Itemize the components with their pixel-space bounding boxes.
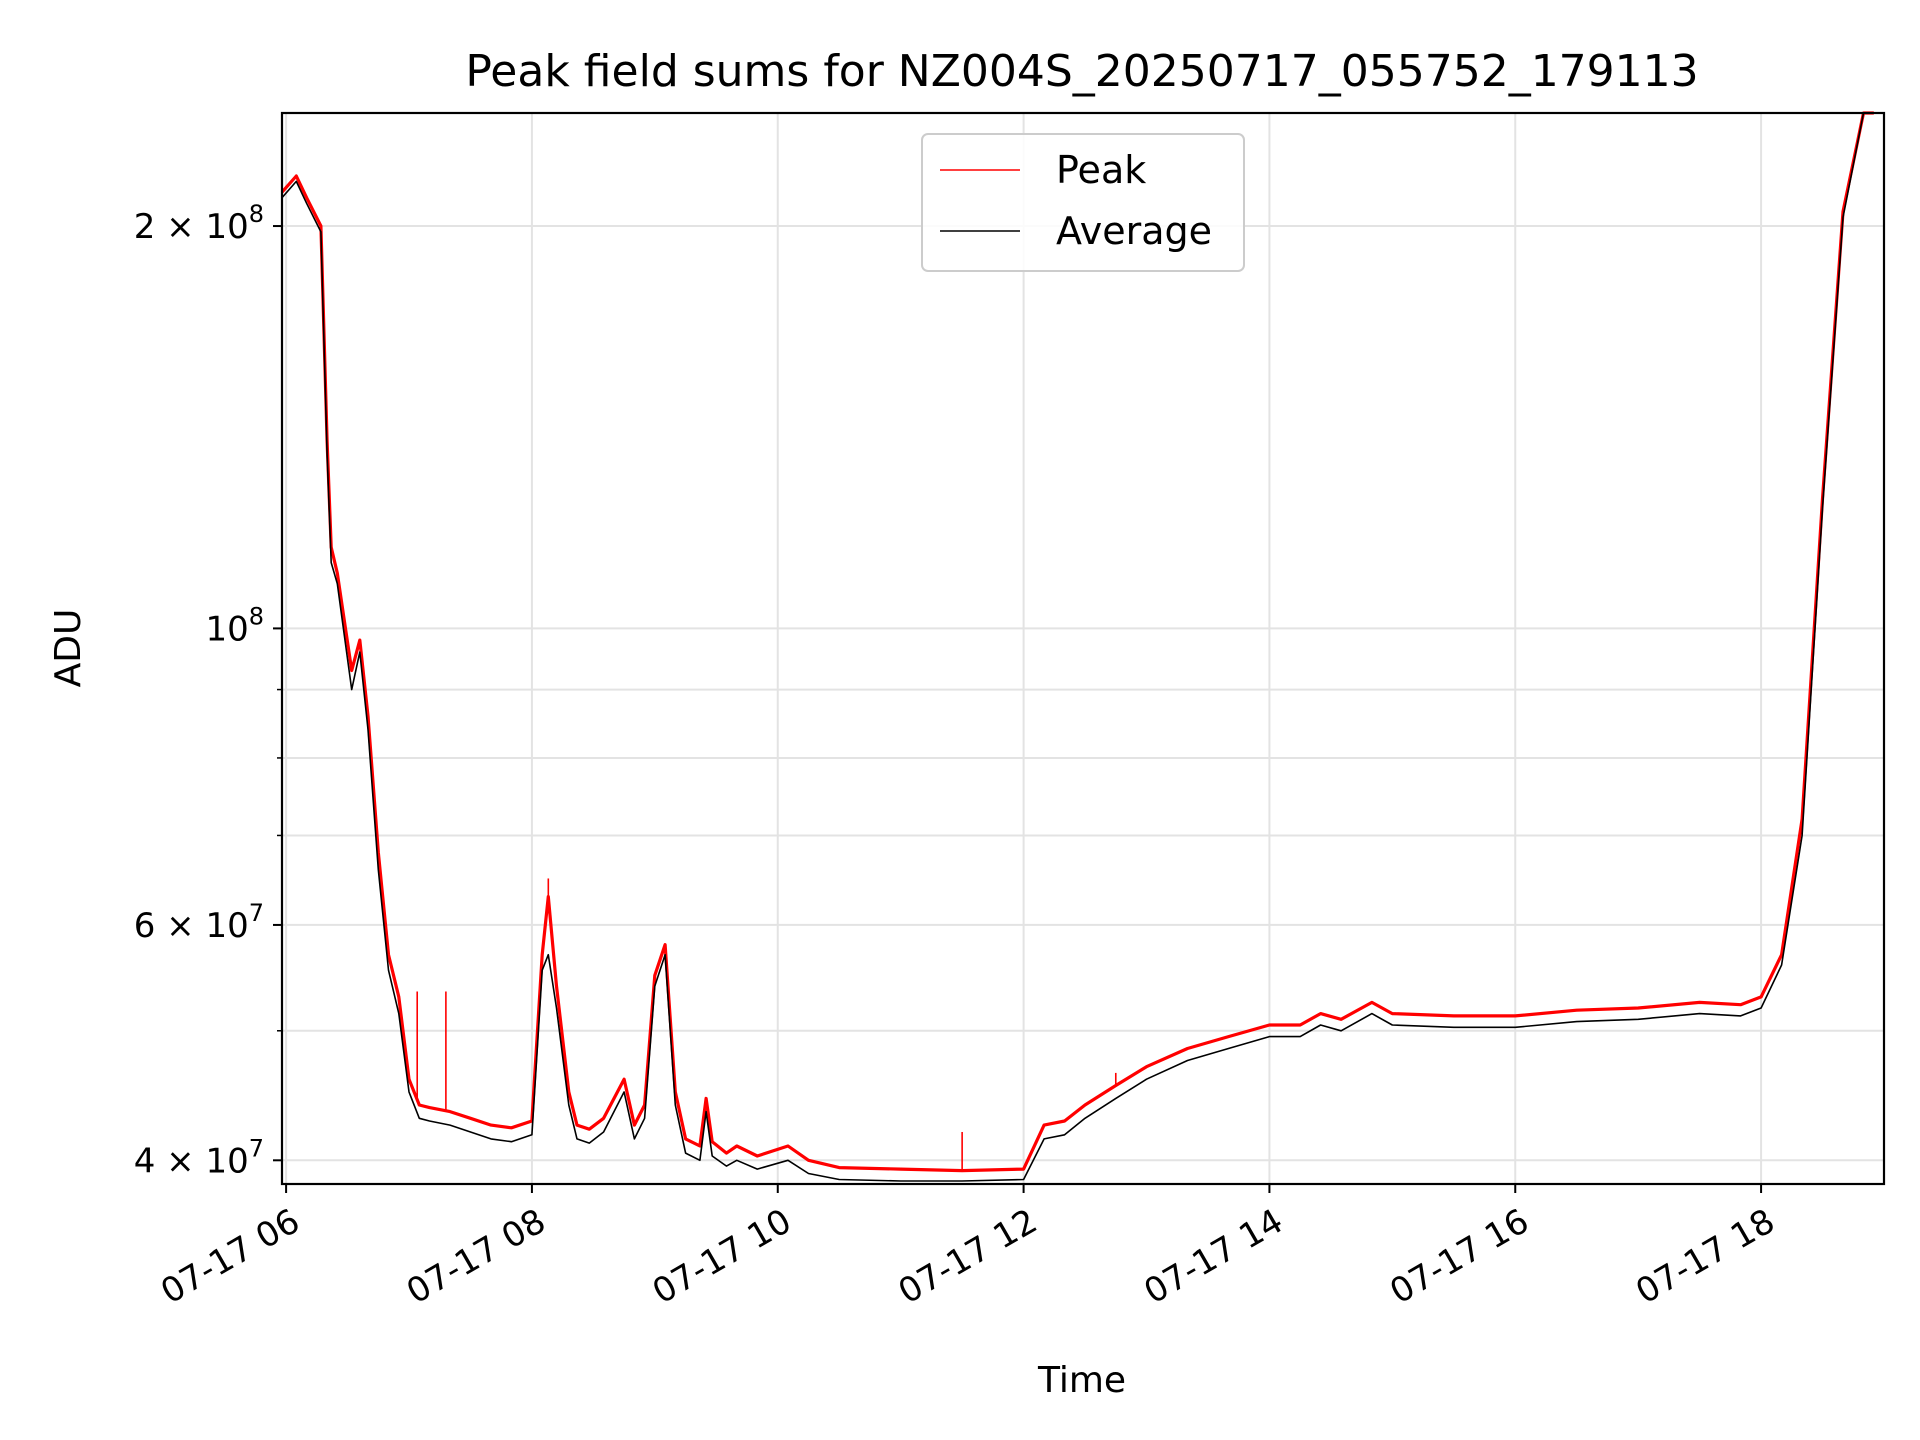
legend-box (921, 133, 1245, 272)
series-line-peak (280, 111, 1874, 1173)
y-tick-label: 108 (205, 602, 264, 649)
y-tick-label-mantissa: 6 × 10 (134, 906, 249, 946)
y-tick-label-exponent: 8 (249, 602, 264, 630)
y-tick-label: 6 × 107 (134, 899, 264, 946)
series-line-average (281, 112, 1874, 1182)
y-tick-label-exponent: 8 (249, 200, 264, 228)
x-axis-label: Time (1037, 1360, 1126, 1401)
legend: Peak Average (921, 133, 1245, 272)
legend-label-peak: Peak (1056, 148, 1146, 192)
chart-title: Peak field sums for NZ004S_20250717_0557… (465, 46, 1698, 97)
y-tick-label-exponent: 7 (249, 1134, 264, 1162)
series-layer (280, 111, 1874, 1182)
y-tick-label-mantissa: 2 × 10 (134, 207, 249, 247)
y-tick-label-mantissa: 10 (205, 609, 248, 649)
y-tick-label-mantissa: 4 × 10 (134, 1141, 249, 1181)
y-axis-label: ADU (48, 609, 89, 688)
y-tick-label: 4 × 107 (134, 1134, 264, 1181)
plot-frame (280, 111, 1886, 1186)
legend-label-average: Average (1056, 209, 1212, 253)
y-tick-label-exponent: 7 (249, 899, 264, 927)
y-tick-label: 2 × 108 (134, 200, 264, 247)
